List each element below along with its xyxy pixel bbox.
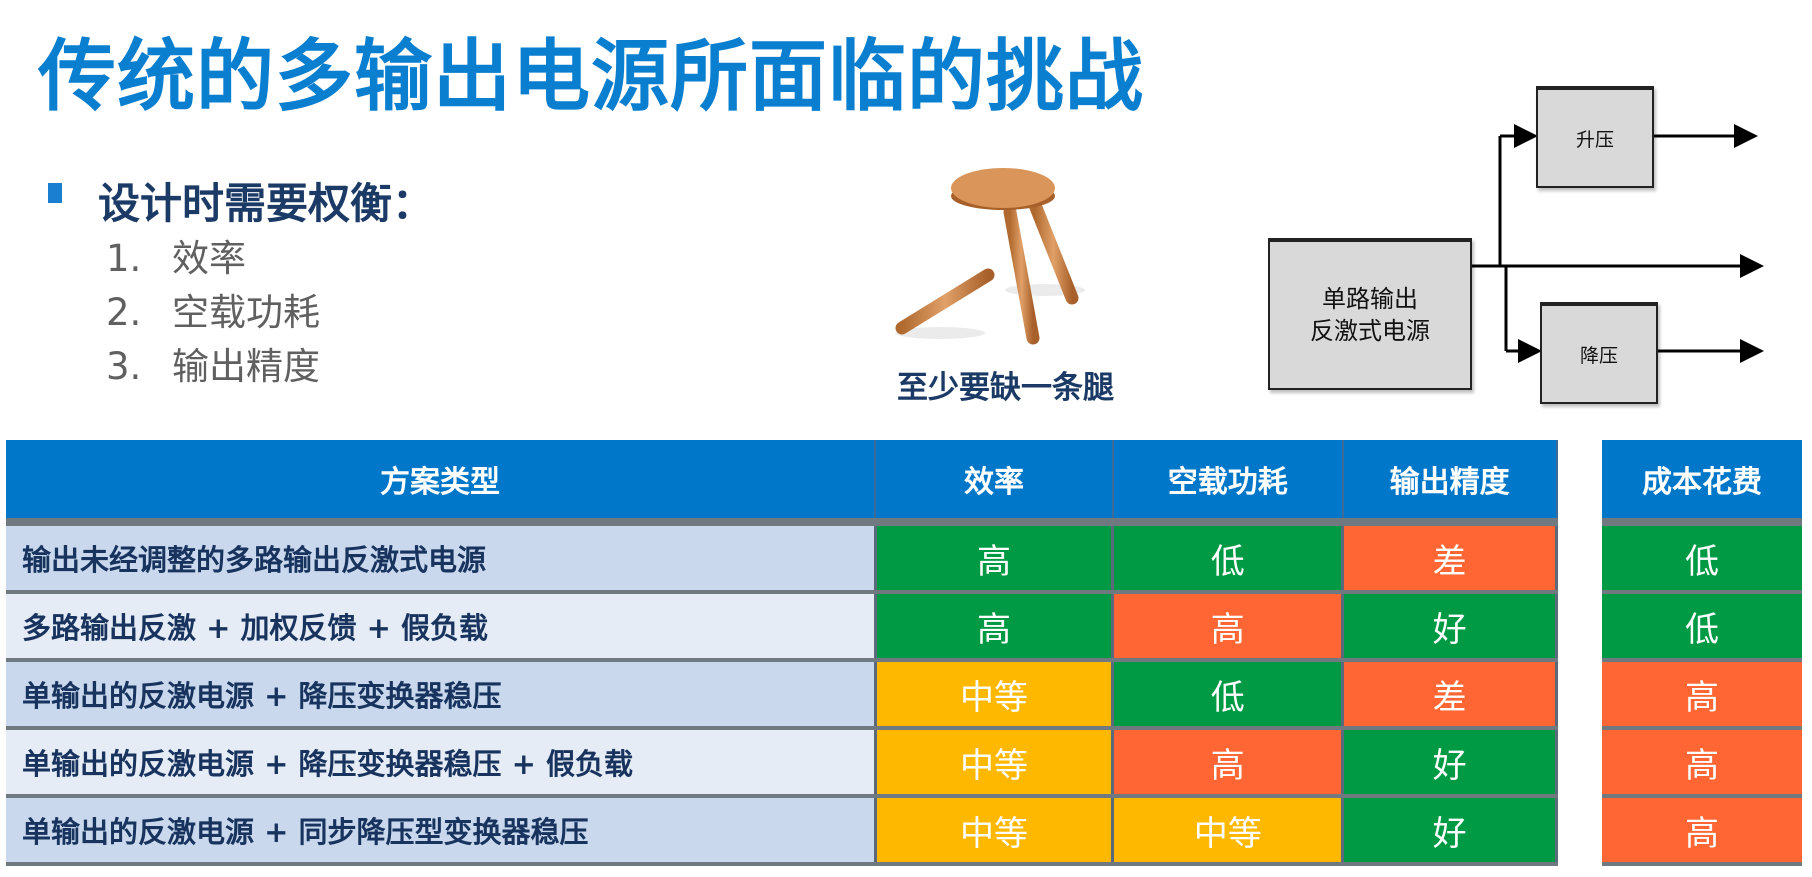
rating-cell: 高 xyxy=(875,592,1115,662)
rating-cell: 好 xyxy=(1342,728,1558,798)
header-no-load-power: 空载功耗 xyxy=(1112,440,1344,522)
cost-row: 高 xyxy=(1602,796,1802,866)
rating-cell: 好 xyxy=(1342,796,1558,866)
cost-row: 低 xyxy=(1602,592,1802,662)
table-row: 多路输出反激 + 加权反馈 + 假负载高高好 xyxy=(6,592,1558,662)
item-number: 3. xyxy=(106,345,142,388)
tradeoff-item: 3. 输出精度 xyxy=(106,336,320,390)
scheme-name: 单输出的反激电源 + 降压变换器稳压 xyxy=(6,660,877,730)
header-output-accuracy: 输出精度 xyxy=(1342,440,1558,522)
broken-stool-illustration xyxy=(895,168,1085,345)
tradeoff-item: 1. 效率 xyxy=(106,228,246,282)
slide-title: 传统的多输出电源所面临的挑战 xyxy=(38,32,1145,122)
table-row: 输出未经调整的多路输出反激式电源高低差 xyxy=(6,522,1558,594)
scheme-name: 多路输出反激 + 加权反馈 + 假负载 xyxy=(6,592,877,662)
stool-caption: 至少要缺一条腿 xyxy=(897,370,1114,406)
cost-cell: 低 xyxy=(1602,522,1802,594)
tradeoff-item: 2. 空载功耗 xyxy=(106,282,320,336)
table-row: 单输出的反激电源 + 降压变换器稳压 中等低差 xyxy=(6,660,1558,730)
rating-cell: 低 xyxy=(1112,522,1345,594)
item-label: 输出精度 xyxy=(172,345,320,388)
item-number: 2. xyxy=(106,291,142,334)
fallen-stool-leg xyxy=(895,268,995,335)
rating-cell: 中等 xyxy=(875,660,1115,730)
cost-cell: 高 xyxy=(1602,660,1802,730)
rating-cell: 中等 xyxy=(875,728,1115,798)
boost-box: 升压 xyxy=(1536,86,1654,188)
source-label-2: 反激式电源 xyxy=(1310,317,1430,345)
comparison-table: 方案类型 效率 空载功耗 输出精度 输出未经调整的多路输出反激式电源高低差多路输… xyxy=(6,440,1558,866)
rating-cell: 差 xyxy=(1342,660,1558,730)
block-diagram-connectors xyxy=(1470,124,1764,363)
cost-cell: 高 xyxy=(1602,796,1802,866)
buck-box: 降压 xyxy=(1540,302,1658,404)
rating-cell: 好 xyxy=(1342,592,1558,662)
flyback-source-box: 单路输出 反激式电源 xyxy=(1268,238,1472,390)
scheme-name: 单输出的反激电源 + 降压变换器稳压 + 假负载 xyxy=(6,728,877,798)
cost-cell: 低 xyxy=(1602,592,1802,662)
cost-row: 低 xyxy=(1602,522,1802,594)
rating-cell: 高 xyxy=(1112,592,1345,662)
table-row: 单输出的反激电源 + 降压变换器稳压 + 假负载 中等高好 xyxy=(6,728,1558,798)
source-label-1: 单路输出 xyxy=(1322,285,1418,313)
item-number: 1. xyxy=(106,237,142,280)
header-scheme-type: 方案类型 xyxy=(6,440,877,522)
boost-label: 升压 xyxy=(1575,128,1614,151)
header-cost: 成本花费 xyxy=(1602,440,1802,522)
rating-cell: 中等 xyxy=(1112,796,1345,866)
bullet-marker xyxy=(48,183,62,203)
stool-seat xyxy=(951,168,1055,208)
scheme-name: 输出未经调整的多路输出反激式电源 xyxy=(6,522,877,594)
header-efficiency: 效率 xyxy=(875,440,1114,522)
subheading-text: 设计时需要权衡： xyxy=(98,179,435,228)
cost-table: 成本花费 低低高高高 xyxy=(1602,440,1802,866)
stool-leg xyxy=(1003,205,1040,345)
cost-row: 高 xyxy=(1602,728,1802,798)
stool-leg xyxy=(1028,198,1079,305)
rating-cell: 高 xyxy=(875,522,1115,594)
rating-cell: 低 xyxy=(1112,660,1345,730)
scheme-name: 单输出的反激电源 + 同步降压型变换器稳压 xyxy=(6,796,877,866)
rating-cell: 差 xyxy=(1342,522,1558,594)
buck-label: 降压 xyxy=(1579,344,1618,367)
rating-cell: 中等 xyxy=(875,796,1115,866)
item-label: 空载功耗 xyxy=(172,291,320,334)
rating-cell: 高 xyxy=(1112,728,1345,798)
cost-cell: 高 xyxy=(1602,728,1802,798)
item-label: 效率 xyxy=(172,237,246,280)
table-row: 单输出的反激电源 + 同步降压型变换器稳压 中等 中等好 xyxy=(6,796,1558,866)
cost-row: 高 xyxy=(1602,660,1802,730)
